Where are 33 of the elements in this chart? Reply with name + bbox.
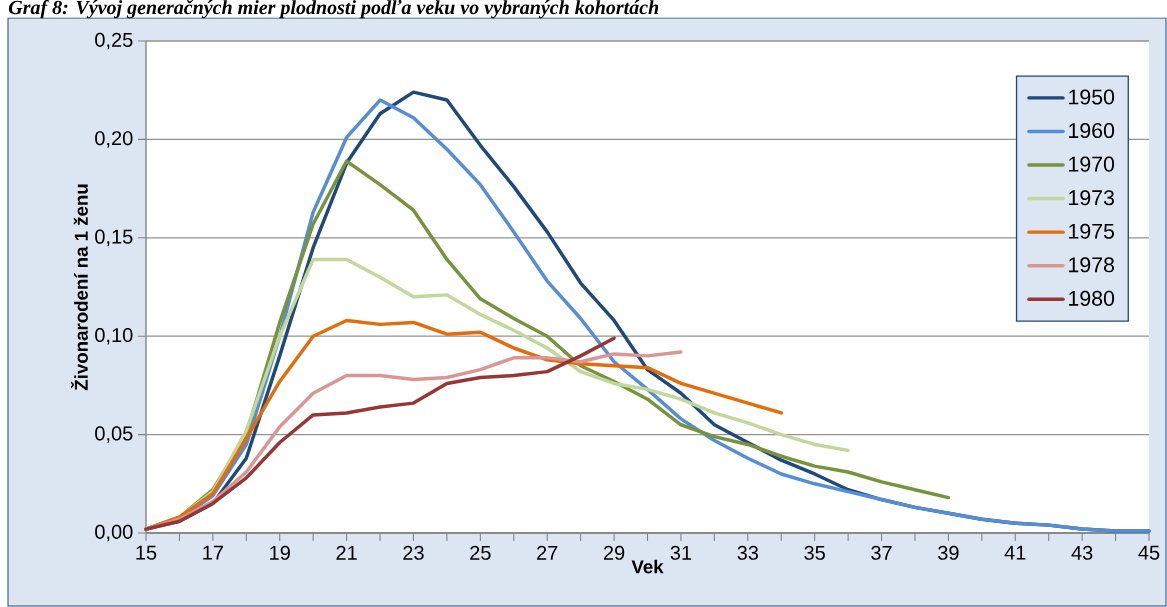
y-tick-label: 0,25 — [95, 32, 133, 50]
x-tick-label: 45 — [1138, 545, 1160, 560]
legend-label: 1975 — [1069, 223, 1115, 239]
x-tick-label: 15 — [136, 545, 157, 560]
legend-label: 1960 — [1069, 123, 1115, 139]
line-series — [144, 336, 616, 531]
y-tick-label: 0,15 — [95, 229, 133, 247]
x-axis-title: Vek — [631, 559, 664, 574]
y-tick-label: 0,10 — [95, 327, 133, 345]
x-tick-label: 29 — [603, 545, 625, 560]
x-tick-label: 39 — [938, 545, 959, 560]
legend-label: 1973 — [1069, 190, 1114, 206]
legend-label: 1950 — [1069, 89, 1115, 105]
x-tick-label: 27 — [537, 545, 558, 560]
chart-title: Graf 8: Vývoj generačných mier plodnosti podľa veku vo vybraných kohortách — [8, 0, 659, 19]
x-tick-label: 43 — [1071, 545, 1093, 560]
x-tick-label: 31 — [670, 545, 692, 560]
x-tick-label: 41 — [1004, 545, 1026, 560]
x-tick-label: 33 — [737, 545, 759, 560]
y-tick-label: 0,20 — [95, 131, 133, 148]
legend-label: 1978 — [1069, 257, 1115, 273]
x-tick-label: 19 — [270, 545, 290, 560]
x-tick-label: 35 — [804, 545, 825, 560]
y-axis-title: Živonarodení na 1 ženu — [70, 184, 88, 391]
legend-label: 1970 — [1069, 156, 1115, 172]
x-tick-label: 23 — [403, 545, 424, 560]
y-tick-label: 0,05 — [95, 426, 133, 443]
x-tick-label: 21 — [336, 545, 357, 560]
x-tick-label: 25 — [470, 545, 491, 560]
legend-label: 1980 — [1069, 290, 1115, 306]
x-tick-label: 37 — [871, 545, 892, 560]
y-tick-label: 0,00 — [95, 524, 133, 542]
x-tick-label: 17 — [203, 545, 223, 560]
